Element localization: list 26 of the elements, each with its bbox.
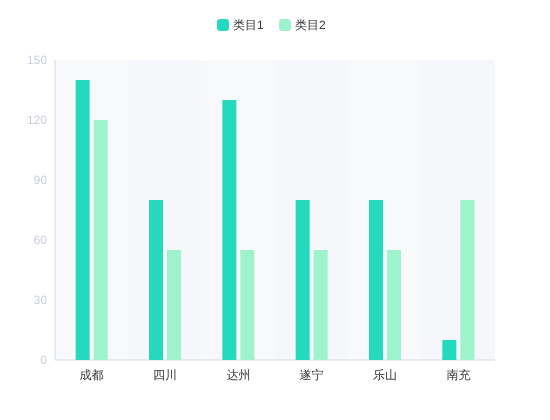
y-tick-label: 90: [34, 173, 48, 187]
y-tick-label: 120: [26, 113, 48, 127]
bar: [94, 120, 108, 360]
bar: [387, 250, 401, 360]
x-tick-label: 乐山: [373, 368, 397, 382]
bar: [167, 250, 181, 360]
x-tick-label: 达州: [226, 368, 250, 382]
bar: [296, 200, 310, 360]
bar: [314, 250, 328, 360]
bar: [369, 200, 383, 360]
y-tick-label: 30: [34, 293, 48, 307]
bar: [76, 80, 90, 360]
bar: [460, 200, 474, 360]
y-tick-label: 150: [26, 53, 48, 67]
x-tick-label: 四川: [153, 368, 177, 382]
x-tick-label: 遂宁: [300, 368, 324, 382]
bar: [442, 340, 456, 360]
legend-label: 类目1: [233, 18, 264, 32]
y-tick-label: 60: [34, 233, 48, 247]
bar: [149, 200, 163, 360]
legend-label: 类目2: [295, 18, 326, 32]
bar: [240, 250, 254, 360]
y-tick-label: 0: [40, 353, 48, 367]
x-tick-label: 南充: [446, 368, 470, 382]
bar: [222, 100, 236, 360]
x-tick-label: 成都: [80, 368, 104, 382]
